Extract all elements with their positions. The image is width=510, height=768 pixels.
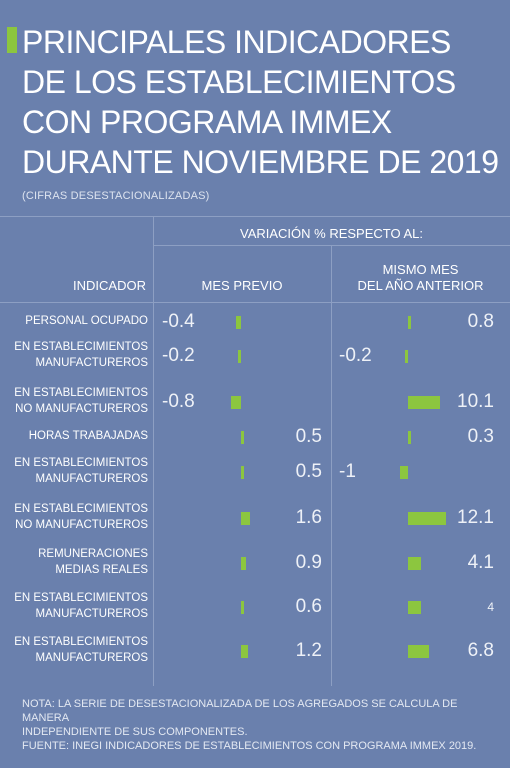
- bar: [408, 557, 421, 570]
- data-label: 1.2: [295, 640, 322, 661]
- previous-month-header: MES PREVIO: [201, 278, 283, 293]
- bar: [408, 431, 411, 444]
- indicator-label: HORAS TRABAJADAS: [8, 428, 148, 444]
- period-column-divider: [331, 245, 332, 686]
- indicator-label-line: EN ESTABLECIMIENTOS: [14, 636, 148, 648]
- bar: [408, 396, 440, 409]
- indicator-label-line: NO MANUFACTUREROS: [15, 519, 148, 531]
- data-label: 0.5: [295, 461, 322, 482]
- bar: [405, 350, 408, 363]
- data-label: 0.6: [295, 596, 322, 617]
- data-label: 10.1: [457, 391, 494, 412]
- indicator-label-line: EN ESTABLECIMIENTOS: [14, 341, 148, 353]
- bar: [241, 431, 244, 444]
- bar: [241, 601, 245, 614]
- title-line: DURANTE NOVIEMBRE DE 2019: [22, 144, 499, 180]
- indicator-label-line: MANUFACTUREROS: [35, 357, 148, 369]
- same-month-header: MISMO MES DEL AÑO ANTERIOR: [331, 262, 510, 294]
- data-label: 1.6: [295, 507, 322, 528]
- indicator-label-line: MANUFACTUREROS: [35, 608, 148, 620]
- bar: [241, 512, 250, 525]
- note-line: INDEPENDIENTE DE SUS COMPONENTES.: [22, 726, 248, 738]
- data-label: 0.5: [295, 426, 322, 447]
- footnotes: NOTA: LA SERIE DE DESESTACIONALIZADA DE …: [22, 697, 492, 753]
- data-label: 6.8: [467, 640, 494, 661]
- indicator-label: REMUNERACIONES MEDIAS REALES: [8, 546, 148, 578]
- indicator-label-line: MANUFACTUREROS: [35, 473, 148, 485]
- data-label: -0.2: [162, 345, 195, 366]
- data-label: 0.8: [467, 311, 494, 332]
- indicator-label-line: MEDIAS REALES: [55, 564, 148, 576]
- bar: [408, 601, 421, 614]
- source-line: FUENTE: INEGI INDICADORES DE ESTABLECIMI…: [22, 740, 477, 752]
- title-line: DE LOS ESTABLECIMIENTOS: [22, 64, 456, 100]
- indicator-label-line: MANUFACTUREROS: [35, 652, 148, 664]
- title-line: CON PROGRAMA IMMEX: [22, 104, 392, 140]
- indicator-label: EN ESTABLECIMIENTOS NO MANUFACTUREROS: [8, 501, 148, 533]
- indicator-column-divider: [153, 216, 154, 686]
- note-line: NOTA: LA SERIE DE DESESTACIONALIZADA DE …: [22, 698, 458, 724]
- bar: [241, 466, 244, 479]
- data-label: 4: [487, 600, 494, 614]
- variation-header: VARIACIÓN % RESPECTO AL:: [239, 226, 423, 241]
- data-label: 4.1: [467, 552, 494, 573]
- same-month-header-line2: DEL AÑO ANTERIOR: [357, 278, 484, 293]
- bar: [235, 316, 241, 329]
- indicator-label: EN ESTABLECIMIENTOS NO MANUFACTUREROS: [8, 385, 148, 417]
- bar: [230, 396, 241, 409]
- header-top-rule: [0, 216, 510, 217]
- title-line: PRINCIPALES INDICADORES: [22, 24, 451, 60]
- indicator-header: INDICADOR: [73, 278, 146, 293]
- indicator-label-line: NO MANUFACTUREROS: [15, 403, 148, 415]
- bar: [241, 557, 247, 570]
- indicator-label-line: EN ESTABLECIMIENTOS: [14, 457, 148, 469]
- indicator-label: EN ESTABLECIMIENTOS MANUFACTUREROS: [8, 590, 148, 622]
- data-label: -0.8: [162, 391, 195, 412]
- indicator-label-line: HORAS TRABAJADAS: [28, 430, 148, 442]
- bar: [241, 645, 248, 658]
- indicator-label-line: REMUNERACIONES: [38, 548, 148, 560]
- indicator-label-line: EN ESTABLECIMIENTOS: [14, 387, 148, 399]
- same-month-header-line1: MISMO MES: [382, 262, 459, 277]
- indicator-label: PERSONAL OCUPADO: [8, 313, 148, 329]
- header-bottom-rule: [0, 302, 510, 303]
- indicator-label-line: EN ESTABLECIMIENTOS: [14, 503, 148, 515]
- bar: [408, 645, 430, 658]
- data-label: -0.2: [339, 345, 372, 366]
- bar: [408, 316, 411, 329]
- page-title: PRINCIPALES INDICADORES DE LOS ESTABLECI…: [22, 22, 502, 182]
- data-label: -1: [339, 461, 356, 482]
- indicator-label-line: EN ESTABLECIMIENTOS: [14, 592, 148, 604]
- bar: [400, 466, 408, 479]
- indicator-label: EN ESTABLECIMIENTOS MANUFACTUREROS: [8, 634, 148, 666]
- bar: [238, 350, 241, 363]
- title-accent-bar: [7, 27, 17, 53]
- indicator-label-line: PERSONAL OCUPADO: [25, 315, 148, 327]
- data-label: 12.1: [457, 507, 494, 528]
- bar: [408, 512, 446, 525]
- data-label: -0.4: [162, 311, 195, 332]
- indicator-label: EN ESTABLECIMIENTOS MANUFACTUREROS: [8, 339, 148, 371]
- data-label: 0.3: [467, 426, 494, 447]
- subtitle: (CIFRAS DESESTACIONALIZADAS): [22, 190, 210, 202]
- data-label: 0.9: [295, 552, 322, 573]
- indicator-label: EN ESTABLECIMIENTOS MANUFACTUREROS: [8, 455, 148, 487]
